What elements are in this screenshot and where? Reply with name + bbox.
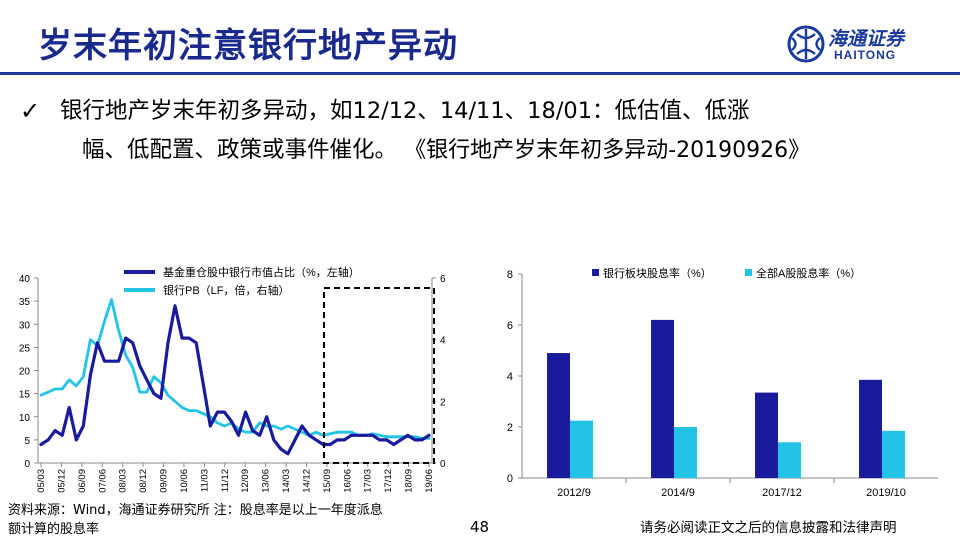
y-tick-label: 2 [507,422,513,434]
left-y-tick-label: 40 [19,274,31,285]
left-y-tick-label: 15 [19,390,31,401]
all-a-yield-bar [570,420,593,478]
y-tick-label: 0 [507,473,513,485]
right-y-tick-label: 2 [440,397,446,408]
citation: 《银行地产岁末年初多异动-20190926》 [404,138,811,163]
y-tick-label: 8 [507,269,513,281]
x-tick-label: 12/09 [240,469,251,493]
legend-weight-label: 基金重仓股中银行市值占比（%，左轴） [163,265,360,279]
x-tick-label: 2012/9 [557,487,591,499]
all-a-yield-bar [882,430,905,478]
source-line-2: 额计算的股息率 [8,522,100,537]
left-y-tick-label: 35 [19,297,31,308]
x-tick-label: 10/06 [179,469,190,493]
x-tick-label: 09/09 [159,469,170,493]
x-tick-label: 19/06 [424,469,435,493]
left-y-tick-label: 20 [19,367,31,378]
legend-pb-label: 银行PB（LF，倍，右轴） [163,283,290,297]
legend-bank-label: 银行板块股息率（%） [603,266,712,280]
y-tick-label: 4 [507,371,513,383]
left-chart-legend: 基金重仓股中银行市值占比（%，左轴） 银行PB（LF，倍，右轴） [124,265,360,297]
all-a-yield-bar [778,442,801,478]
x-tick-label: 08/03 [118,469,129,493]
legend-all-a-label: 全部A股股息率（%） [756,266,861,280]
x-tick-label: 11/12 [220,469,231,492]
haitong-emblem-icon [787,25,825,63]
source-note: 资料来源：Wind，海通证券研究所 注：股息率是以上一年度派息 额计算的股息率 [8,501,478,539]
x-tick-label: 2019/10 [866,487,906,499]
x-tick-label: 18/09 [404,469,415,493]
bullet-text-2: 幅、低配置、政策或事件催化。 [82,137,398,163]
x-tick-label: 14/03 [281,469,292,493]
legend-bank-swatch [592,269,599,276]
x-tick-label: 2014/9 [661,487,695,499]
x-tick-label: 08/12 [138,469,149,493]
logo-cn: 海通证券 [828,28,905,50]
haitong-logo: 海通证券 HAITONG [786,22,936,66]
left-y-tick-label: 30 [19,320,31,331]
logo-en: HAITONG [834,48,897,62]
right-y-tick-label: 4 [440,336,446,347]
bank-yield-bar [651,319,674,478]
all-a-yield-bar [674,427,697,478]
x-tick-label: 17/12 [383,469,394,493]
bank-yield-bar [755,392,778,478]
bank-yield-bar [547,353,570,478]
x-tick-label: 13/06 [261,469,272,493]
y-tick-label: 6 [507,320,513,332]
bullet-line-2: 幅、低配置、政策或事件催化。 《银行地产岁末年初多异动-20190926》 [82,131,810,170]
x-tick-label: 05/12 [56,469,67,493]
left-y-tick-label: 10 [19,413,31,424]
left-y-tick-label: 5 [24,436,30,447]
dividend-yield-chart: 0 2 4 6 8 2012/9 2014/9 2017/12 2019/10 银行板块股息率（… [507,266,938,499]
x-tick-label: 05/03 [36,469,47,493]
bank-yield-bar [859,379,882,478]
left-y-tick-label: 0 [24,459,30,470]
checkmark-icon: ✓ [20,97,41,125]
legend-all-a-swatch [745,269,752,276]
source-line-1: 资料来源：Wind，海通证券研究所 注：股息率是以上一年度派息 [8,503,383,518]
bank-weight-pb-chart: 0 5 10 15 20 25 30 35 40 0 2 4 6 05/03 05/12 06/09 07/06… [19,265,446,493]
weight-series-line [39,304,431,456]
x-tick-label: 15/09 [322,469,333,493]
bullet-line-1: 银行地产岁末年初多异动，如12/12、14/11、18/01：低估值、低涨 [60,98,750,124]
x-tick-label: 07/06 [97,469,108,493]
x-tick-label: 06/09 [77,469,88,493]
title-underline [0,72,960,75]
page-number: 48 [470,518,490,536]
right-y-tick-label: 6 [440,274,446,285]
x-tick-label: 16/06 [342,469,353,493]
pb-series-line [39,298,431,440]
left-y-tick-label: 25 [19,343,31,354]
x-tick-label: 17/03 [363,469,374,493]
page-title: 岁末年初注意银行地产异动 [38,26,458,66]
highlight-dashed-box [323,287,435,464]
x-tick-label: 14/12 [301,469,312,493]
x-tick-label: 2017/12 [762,487,802,499]
right-y-tick-label: 0 [440,459,446,470]
right-chart-legend: 银行板块股息率（%） 全部A股股息率（%） [592,266,861,280]
x-tick-label: 11/03 [199,469,210,492]
legal-disclaimer: 请务必阅读正文之后的信息披露和法律声明 [640,520,897,536]
